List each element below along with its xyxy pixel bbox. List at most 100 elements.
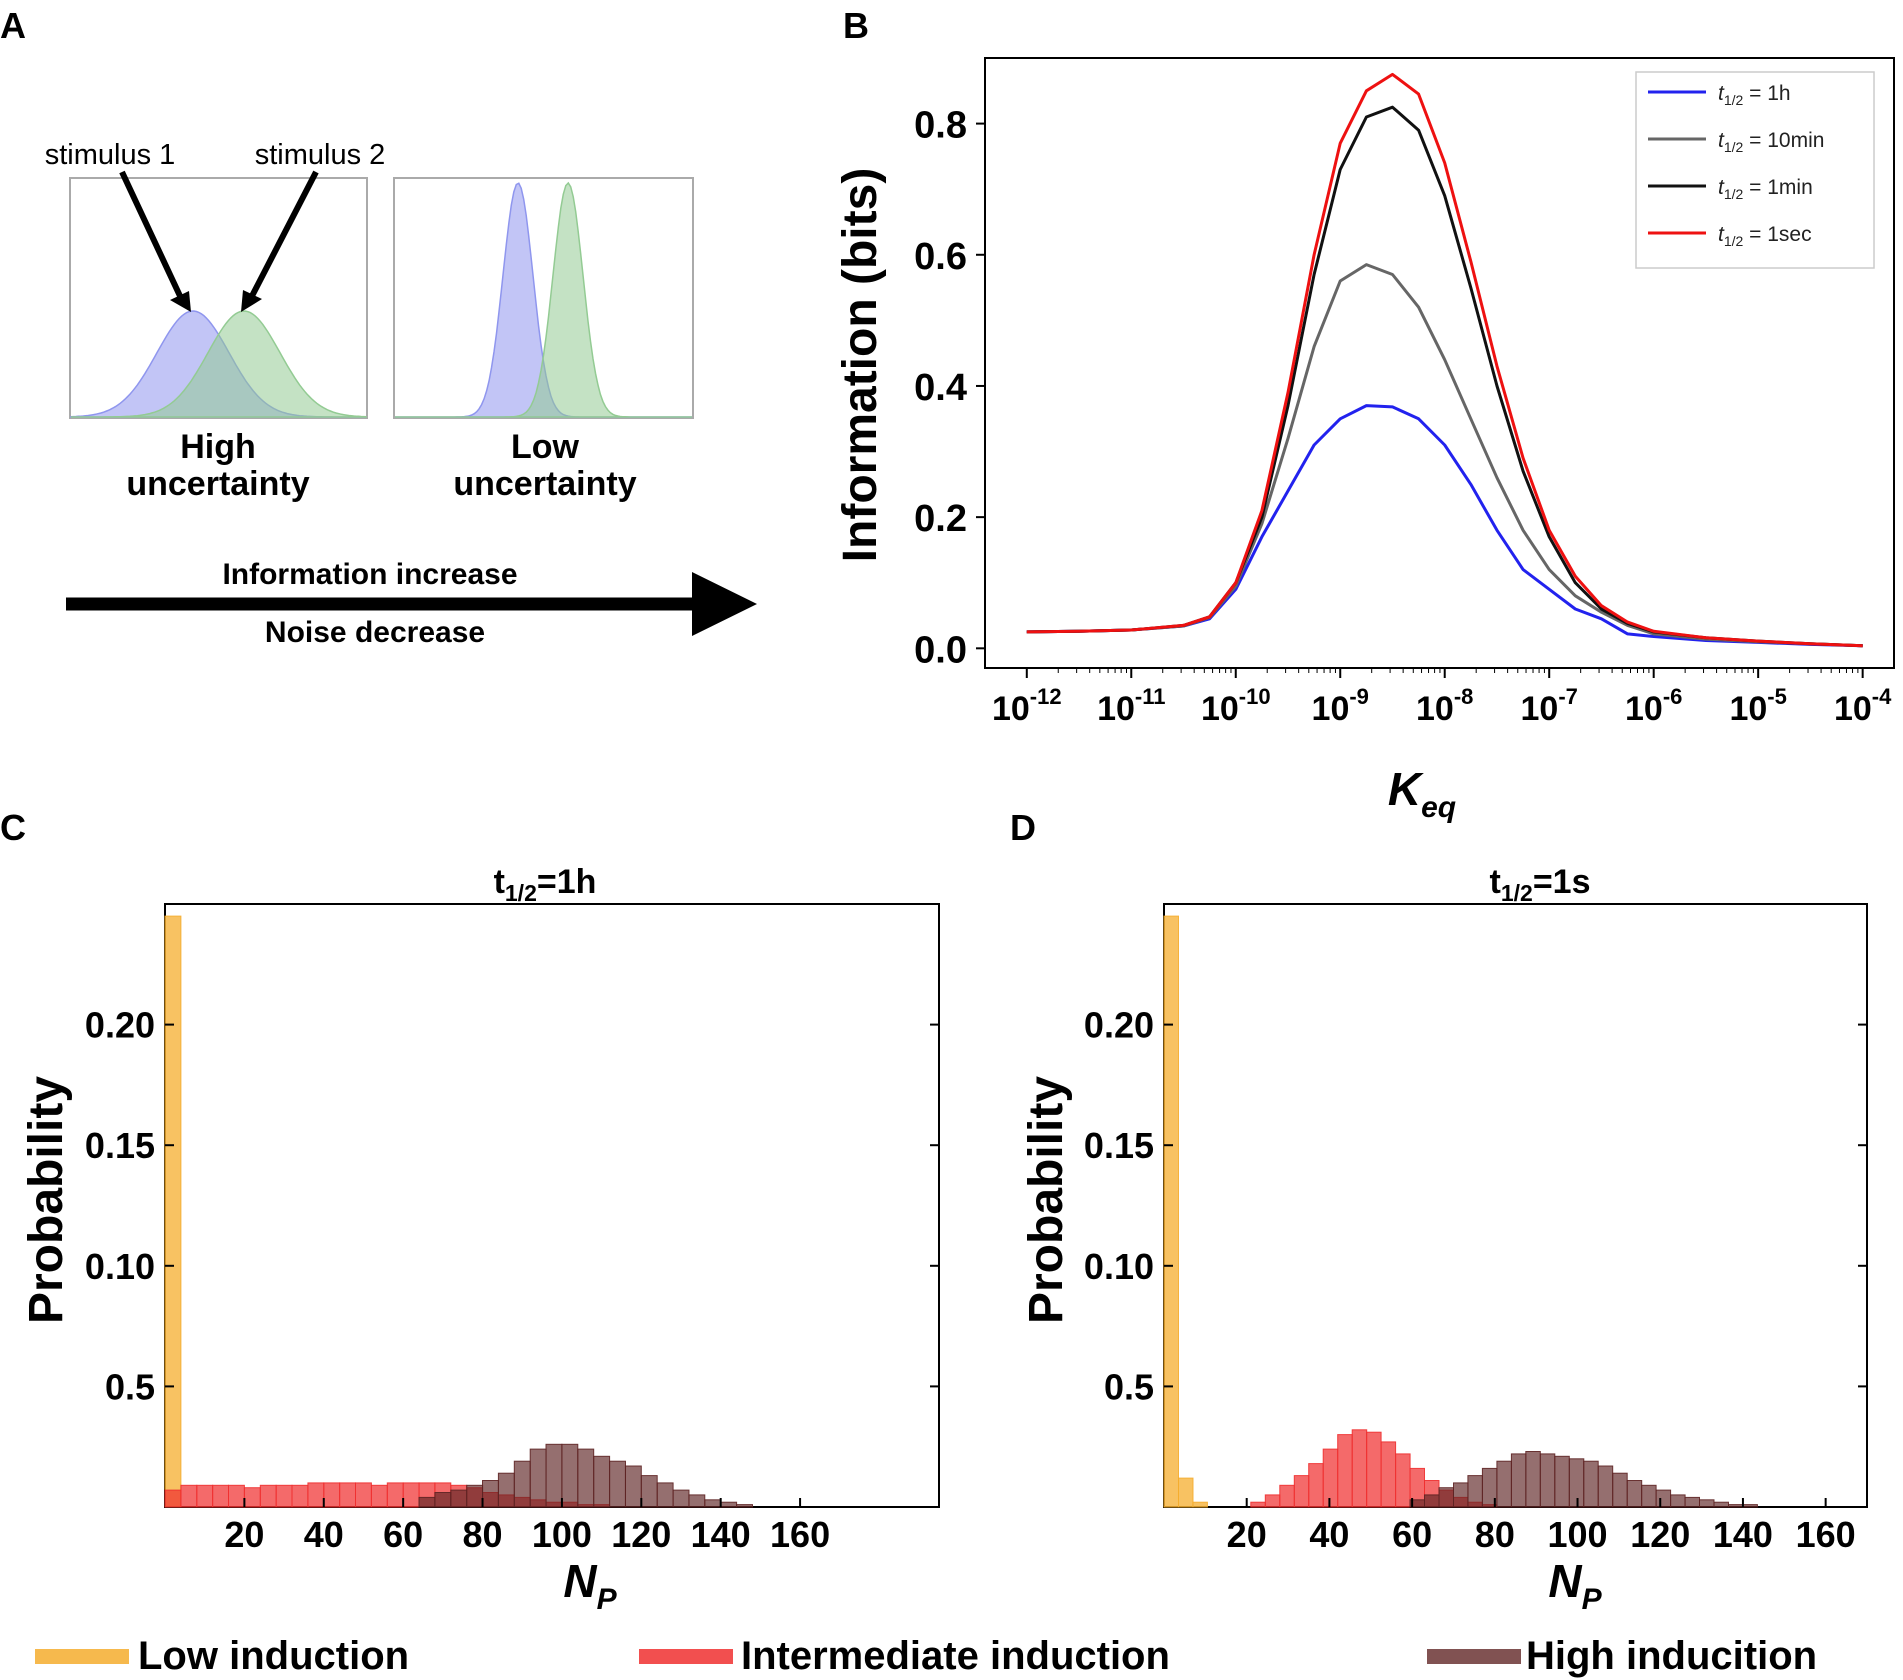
chart-d-bar-2 [1655,1489,1672,1508]
legend-label-high: High inducition [1526,1634,1817,1678]
high-uncertainty-line1: High [180,428,256,466]
chart-d-bar-1 [1337,1434,1353,1508]
chart-d-bar-1 [1293,1475,1310,1508]
chart-d-bar-1 [1351,1429,1368,1508]
chart-c-bar-2 [529,1448,547,1508]
chart-d-ytick-label: 0.15 [1084,1125,1154,1166]
chart-c-x-ticks: 20 40 60 80 100 120 140 160 [224,1498,830,1555]
panel-label-c: C [0,807,26,848]
chart-c-ytick-label: 0.15 [85,1125,155,1166]
chart-c-bar-1 [291,1484,309,1508]
stimulus2-arrowhead [241,290,262,312]
chart-c-bar-2 [704,1499,722,1508]
noise-decrease-label: Noise decrease [265,616,485,649]
panel-b: 0.00.20.40.60.8 10-12 10-11 10-10 10-9 10-8 1… [834,57,1895,824]
chart-c-bar-2 [545,1443,563,1508]
chart-c-xtick-label: 40 [304,1514,344,1555]
legend-label-low: Low induction [138,1634,409,1678]
chart-c-bar-2 [640,1475,658,1508]
chart-d-bar-2 [1539,1453,1556,1508]
chart-b-xtick-label: 10-10 [1201,684,1271,728]
chart-d-bar-1 [1322,1448,1339,1508]
chart-c-bar-2 [656,1482,674,1508]
chart-c-title-rest: =1h [537,863,597,901]
chart-b-ytick-label: 0.6 [914,236,967,278]
chart-d-bar-1 [1395,1453,1411,1508]
chart-d-bar-2 [1699,1499,1715,1508]
chart-d-bar-0 [1192,1501,1208,1508]
chart-d-bar-1 [1279,1484,1295,1508]
chart-b-ytick-label: 0.8 [914,105,967,147]
chart-b-x-ticks: 10-12 10-11 10-10 10-9 10-8 10-7 10-6 10-5 10-4 [992,668,1892,728]
chart-d-bar-2 [1438,1487,1454,1508]
chart-b-legend: t1/2 = 1h t1/2 = 10min t1/2 = 1min t1/2 = 1… [1635,71,1875,269]
chart-d-frame [1163,903,1868,1508]
chart-d-ytick-label: 0.10 [1084,1246,1154,1287]
panel-label-d: D [1010,807,1036,848]
stimulus2-broad-distribution [71,310,367,418]
legend-swatch-high [1427,1649,1521,1664]
chart-c-xlabel-sub: P [597,1583,618,1616]
low-uncertainty-line2: uncertainty [453,465,636,503]
chart-d-ytick-label: 0.20 [1084,1005,1154,1046]
chart-c-xtick-label: 160 [770,1514,830,1555]
chart-b-legend-label: t1/2 = 10min [1718,129,1824,155]
chart-d-xlabel: NP [1548,1555,1602,1616]
chart-d-bar-2 [1583,1460,1599,1508]
chart-b-legend-box [1635,71,1875,269]
chart-d-bar-1 [1308,1463,1324,1508]
chart-d-xtick-label: 120 [1630,1514,1690,1555]
chart-c-ylabel: Probability [20,1076,73,1324]
chart-c-bar-2 [672,1489,690,1508]
chart-c-xtick-label: 80 [463,1514,503,1555]
chart-d-bar-2 [1626,1480,1643,1508]
chart-c-bar-2 [466,1484,484,1508]
chart-b-xlabel-main: K [1388,763,1424,815]
chart-c-bar-1 [355,1482,372,1508]
chart-c-bar-1 [307,1482,325,1508]
chart-c-bar-2 [434,1492,452,1508]
chart-c-xlabel: NP [563,1555,617,1616]
panel-d: t1/2=1s 0.5 0.10 0.15 0.20 20 40 60 80 100 120 14… [1020,863,1868,1616]
information-increase-label: Information increase [222,558,517,591]
stimulus1-pointer [119,170,183,298]
chart-b-ytick-label: 0.0 [914,629,967,671]
chart-b-xlabel-sub: eq [1421,791,1456,824]
chart-b-lines [1026,72,1863,648]
chart-c-ytick-label: 0.10 [85,1246,155,1287]
chart-c-bar-1 [323,1482,341,1508]
chart-d-xlabel-main: N [1548,1555,1582,1607]
chart-c-xtick-label: 20 [224,1514,264,1555]
chart-c-bar-2 [577,1448,595,1508]
chart-c-bar-2 [624,1465,642,1508]
chart-d-xtick-label: 100 [1547,1514,1607,1555]
chart-d-bar-2 [1496,1460,1512,1508]
chart-d-xtick-label: 160 [1796,1514,1856,1555]
chart-c-bar-1 [228,1484,245,1508]
stimulus2-narrow-distribution [395,181,692,418]
chart-c-bar-2 [513,1460,531,1508]
chart-b-legend-rows: t1/2 = 1h t1/2 = 10min t1/2 = 1min t1/2 = 1… [1648,82,1824,249]
stimulus1-label: stimulus 1 [45,139,176,171]
legend-label-intermediate: Intermediate induction [741,1634,1170,1678]
chart-c-frame [164,903,940,1508]
chart-b-legend-label: t1/2 = 1min [1718,176,1813,202]
chart-d-title: t1/2=1s [1490,863,1591,906]
chart-d-ylabel: Probability [1020,1076,1073,1324]
chart-d-xtick-label: 80 [1475,1514,1515,1555]
chart-d-xtick-label: 60 [1392,1514,1432,1555]
chart-b-ytick-label: 0.4 [914,367,967,409]
chart-c-bar-2 [593,1455,611,1508]
chart-c-title-sub: 1/2 [505,880,537,906]
chart-b-xtick-label: 10-5 [1729,684,1786,728]
chart-b-xtick-label: 10-12 [992,684,1062,728]
chart-c-bar-1 [370,1484,388,1508]
stimulus1-arrowhead [170,291,191,312]
chart-d-title-rest: =1s [1533,863,1591,901]
chart-d-bar-0 [1178,1477,1194,1508]
chart-d-bar-2 [1467,1475,1483,1508]
legend-swatch-intermediate [639,1649,733,1664]
chart-c-bar-2 [497,1472,515,1508]
chart-d-bar-2 [1742,1504,1758,1508]
